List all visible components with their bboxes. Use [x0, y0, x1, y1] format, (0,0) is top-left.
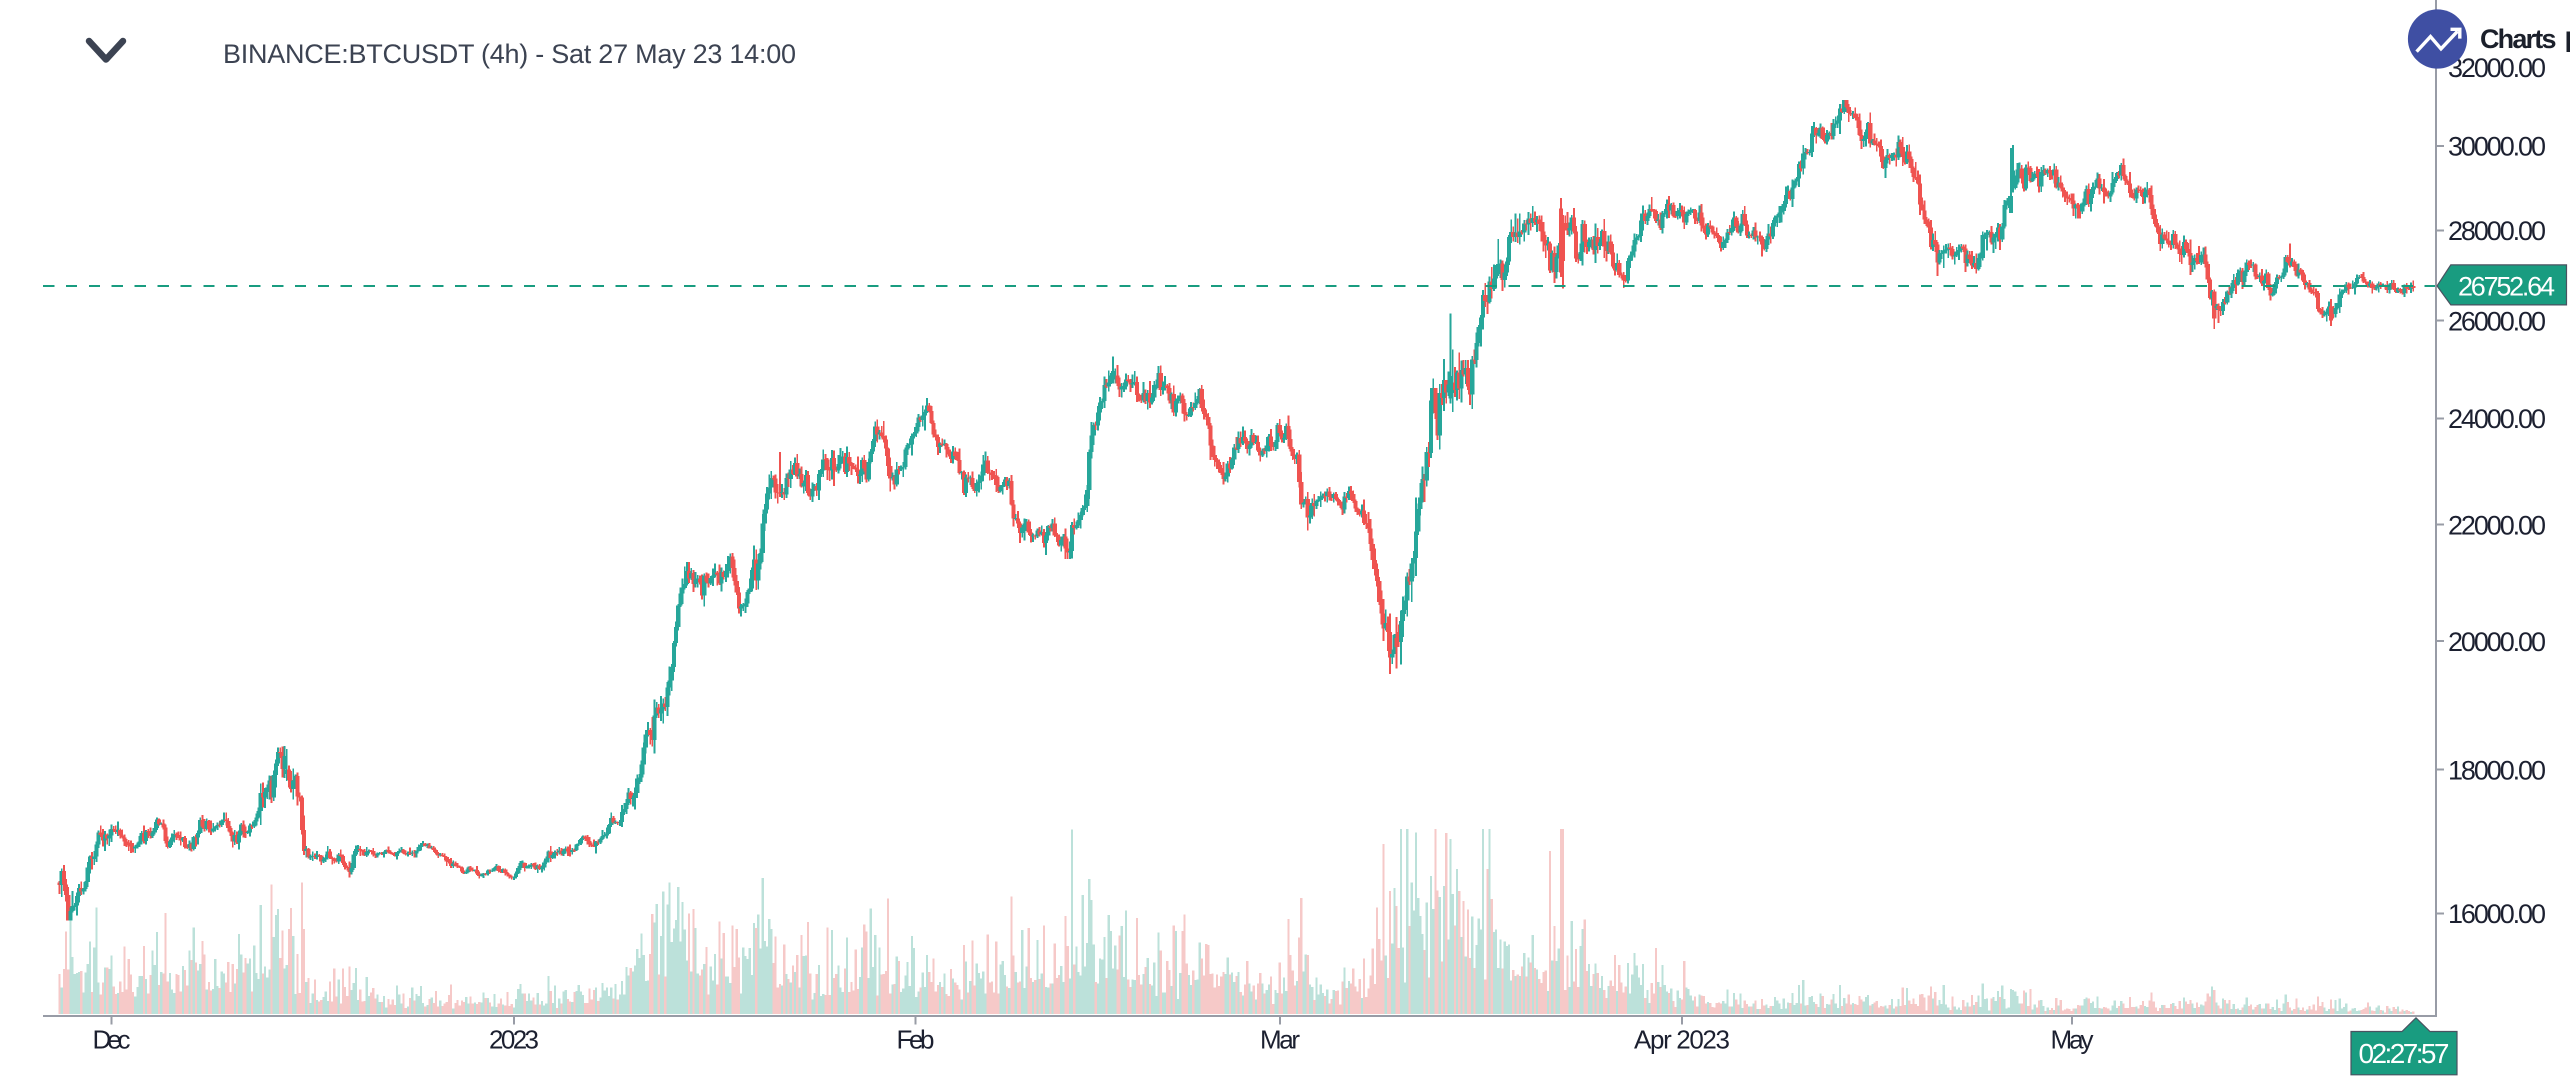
svg-text:20000.00: 20000.00 [2448, 627, 2546, 657]
svg-text:24000.00: 24000.00 [2448, 404, 2546, 434]
svg-text:28000.00: 28000.00 [2448, 216, 2546, 246]
svg-text:26000.00: 26000.00 [2448, 306, 2546, 336]
svg-text:22000.00: 22000.00 [2448, 510, 2546, 540]
svg-text:Mar: Mar [1260, 1025, 1300, 1055]
svg-text:30000.00: 30000.00 [2448, 132, 2546, 162]
svg-text:Apr 2023: Apr 2023 [1634, 1025, 1730, 1055]
svg-text:Feb: Feb [897, 1025, 935, 1055]
svg-text:32000.00: 32000.00 [2448, 53, 2546, 83]
svg-text:Charts: Charts [2480, 24, 2557, 54]
svg-text:18000.00: 18000.00 [2448, 755, 2546, 785]
svg-text:BINANCE:BTCUSDT (4h) - Sat 27: BINANCE:BTCUSDT (4h) - Sat 27 May 23 14:… [223, 39, 796, 69]
svg-text:16000.00: 16000.00 [2448, 899, 2546, 929]
svg-text:May: May [2051, 1025, 2094, 1055]
svg-text:26752.64: 26752.64 [2458, 271, 2555, 301]
svg-text:Dec: Dec [93, 1025, 131, 1055]
svg-text:2023: 2023 [489, 1025, 539, 1055]
svg-text:02:27:57: 02:27:57 [2359, 1038, 2450, 1069]
